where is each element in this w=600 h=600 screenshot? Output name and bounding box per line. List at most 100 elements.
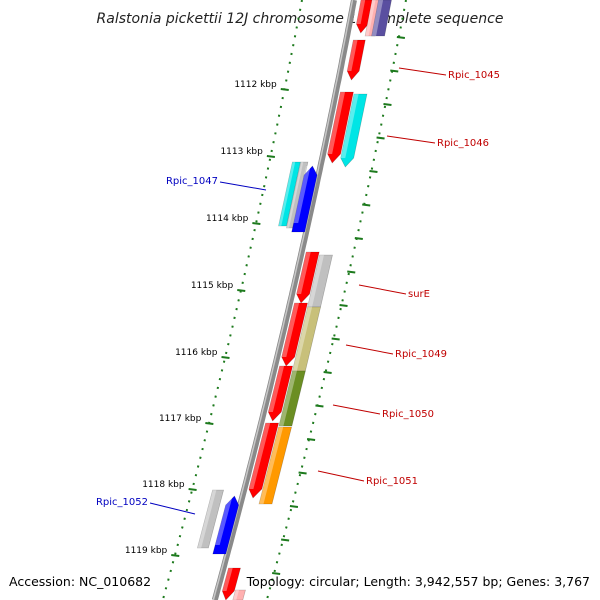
kbp-label: 1119 kbp <box>125 546 168 556</box>
genome-stats-text: Topology: circular; Length: 3,942,557 bp… <box>246 574 590 589</box>
label-leader-line <box>332 404 381 415</box>
gene-Rpic_1049-red[interactable] <box>281 302 308 367</box>
label-leader-line <box>317 470 365 482</box>
gene-Rpic_1051-orange[interactable] <box>258 426 292 505</box>
gene-highlight <box>307 255 324 307</box>
kbp-tick <box>237 289 246 292</box>
gene-Rpic_1046-red[interactable] <box>327 91 354 164</box>
gene-label-Rpic_1050[interactable]: Rpic_1050 <box>382 409 434 420</box>
gene-Rpic_1047-gray[interactable] <box>286 161 309 229</box>
gene-label-Rpic_1047[interactable]: Rpic_1047 <box>166 176 218 187</box>
gene-top-purple[interactable] <box>371 0 392 37</box>
gene-highlight <box>268 366 285 412</box>
kbp-tick <box>280 88 289 91</box>
accession-text: Accession: NC_010682 <box>9 574 151 589</box>
kbp-label: 1116 kbp <box>175 348 218 358</box>
gene-highlight <box>278 371 297 426</box>
kbp-label: 1118 kbp <box>142 480 185 490</box>
kbp-label: 1117 kbp <box>159 414 202 424</box>
label-leader-line <box>345 344 394 355</box>
chromosome-backbone <box>211 0 357 600</box>
label-leader-line <box>219 181 267 191</box>
gene-label-Rpic_1052[interactable]: Rpic_1052 <box>96 497 148 508</box>
gene-features <box>197 0 392 600</box>
scale-tick <box>280 538 290 542</box>
backbone-highlight <box>212 0 354 600</box>
gene-label-surE[interactable]: surE <box>408 289 430 300</box>
kbp-label: 1115 kbp <box>191 281 234 291</box>
kbp-label: 1114 kbp <box>206 214 249 224</box>
gene-labels: Rpic_1045 Rpic_1046 Rpic_1047 surE Rpic_1049… <box>96 67 500 515</box>
scale-tick <box>354 237 363 240</box>
gene-Rpic_1052-gray[interactable] <box>197 489 224 549</box>
map-title: Ralstonia pickettii 12J chromosome 1, co… <box>97 11 504 27</box>
gene-Rpic_1050-olive[interactable] <box>278 370 306 427</box>
gene-highlight <box>215 496 233 545</box>
gene-highlight <box>340 94 359 158</box>
gene-Rpic_1047-cyan[interactable] <box>278 161 301 227</box>
gene-highlight <box>232 590 239 600</box>
gene-highlight <box>281 303 300 357</box>
gene-Rpic_1051-red[interactable] <box>248 422 279 499</box>
gene-label-Rpic_1051[interactable]: Rpic_1051 <box>366 476 418 487</box>
gene-Rpic_1050-red[interactable] <box>267 365 293 422</box>
kbp-tick <box>266 155 275 158</box>
gene-highlight <box>327 92 345 154</box>
kbp-tick <box>252 222 261 225</box>
gene-label-Rpic_1049[interactable]: Rpic_1049 <box>395 349 447 360</box>
scale-tick <box>298 471 307 475</box>
scale-tick <box>390 69 399 73</box>
gene-highlight <box>293 166 311 223</box>
gene-bottom-red[interactable] <box>221 567 241 600</box>
gene-bottom-pink[interactable] <box>232 589 246 600</box>
label-leader-line <box>386 135 436 144</box>
scale-tick <box>331 337 340 341</box>
gene-highlight <box>296 252 311 294</box>
kbp-tick <box>171 554 180 557</box>
gene-surE-red[interactable] <box>296 251 320 304</box>
scale-tick <box>396 36 405 39</box>
kbp-tick <box>205 422 214 425</box>
gene-Rpic_1045-red[interactable] <box>346 39 366 81</box>
kbp-tick <box>188 488 197 491</box>
kbp-scale: 1112 kbp 1113 kbp 1114 kbp 1115 kbp 1116 kbp… <box>125 36 405 575</box>
scale-tick <box>362 203 371 207</box>
gene-highlight <box>278 162 296 226</box>
gene-highlight <box>197 490 217 548</box>
label-leader-line <box>149 502 196 515</box>
scale-tick <box>347 270 356 274</box>
gene-highlight <box>347 40 358 71</box>
gene-highlight <box>371 0 384 36</box>
gene-highlight <box>292 307 313 371</box>
gene-top-red[interactable] <box>356 0 374 34</box>
gene-Rpic_1046-cyan[interactable] <box>340 93 368 168</box>
scale-tick <box>306 438 316 441</box>
gene-Rpic_1047-blue[interactable] <box>291 165 318 233</box>
scale-tick <box>272 572 281 575</box>
gene-highlight <box>286 162 304 228</box>
scale-tick <box>315 404 324 408</box>
gene-label-Rpic_1046[interactable]: Rpic_1046 <box>437 138 489 149</box>
outer-dotted-track <box>161 0 303 600</box>
gene-highlight <box>365 0 376 36</box>
scale-tick <box>383 103 392 106</box>
label-leader-line <box>398 67 447 76</box>
scale-tick <box>289 505 299 508</box>
kbp-label: 1113 kbp <box>220 147 263 157</box>
label-leader-line <box>358 284 407 295</box>
gene-highlight <box>248 423 271 489</box>
gene-highlight <box>222 568 233 591</box>
kbp-label: 1112 kbp <box>234 80 277 90</box>
scale-tick <box>369 170 378 173</box>
gene-highlight <box>356 0 366 24</box>
gene-Rpic_1052-blue[interactable] <box>212 495 240 555</box>
scale-tick <box>339 304 348 307</box>
scale-tick <box>323 371 332 374</box>
kbp-tick <box>221 356 230 359</box>
inner-dotted-track <box>265 0 407 600</box>
scale-tick <box>376 136 385 140</box>
tracks <box>161 0 407 600</box>
gene-label-Rpic_1045[interactable]: Rpic_1045 <box>448 70 500 81</box>
gene-highlight <box>259 427 284 504</box>
